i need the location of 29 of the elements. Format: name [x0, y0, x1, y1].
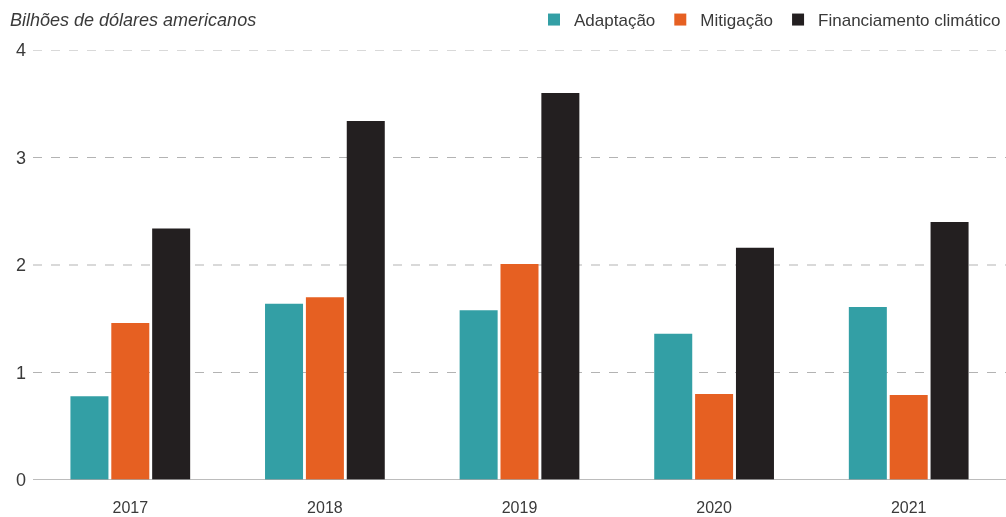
- y-tick-label: 4: [15, 40, 26, 61]
- y-tick-label: 1: [15, 362, 26, 383]
- y-tick-label: 2: [15, 255, 26, 276]
- y-tick-label: 3: [15, 147, 26, 168]
- legend-label: Financiamento climático: [818, 11, 1001, 31]
- bar: [735, 247, 774, 480]
- bar: [305, 297, 344, 480]
- bar: [459, 310, 498, 480]
- y-tick-label: 0: [15, 470, 26, 491]
- legend-label: Adaptação: [574, 11, 656, 31]
- x-tick-label: 2019: [501, 499, 538, 516]
- x-tick-label: 2021: [890, 499, 927, 516]
- bar: [848, 306, 887, 480]
- x-tick-label: 2018: [307, 499, 343, 516]
- x-tick-label: 2017: [112, 499, 149, 516]
- y-axis-title: Bilhões de dólares americanos: [10, 10, 257, 30]
- bar: [930, 222, 969, 480]
- bar: [265, 303, 304, 480]
- bar: [654, 333, 693, 480]
- bar: [695, 394, 734, 480]
- legend-label: Mitigação: [700, 11, 774, 31]
- x-tick-label: 2020: [696, 499, 732, 516]
- bar: [346, 120, 385, 480]
- bar: [70, 396, 109, 480]
- bar: [152, 228, 191, 480]
- bar: [541, 93, 580, 480]
- bar: [500, 263, 539, 480]
- bar: [111, 323, 150, 480]
- bar: [889, 395, 928, 480]
